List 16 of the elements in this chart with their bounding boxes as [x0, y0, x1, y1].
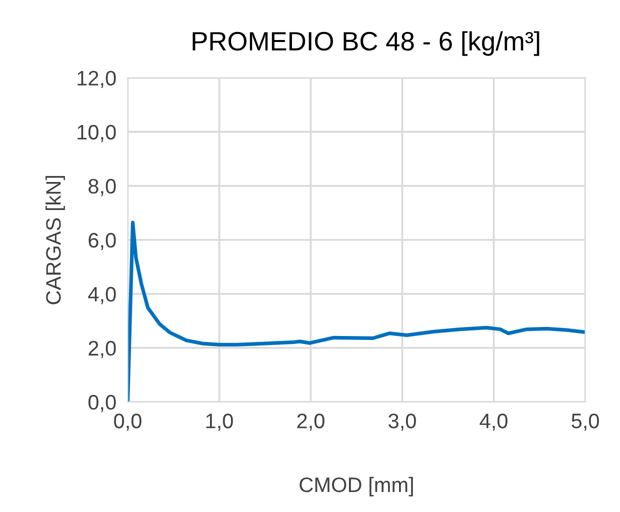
y-tick-label: 2,0 — [88, 340, 116, 358]
x-axis-title: CMOD [mm] — [300, 476, 413, 496]
chart-title: PROMEDIO BC 48 - 6 [kg/m³] — [192, 31, 540, 56]
y-axis-title: CARGAS [kN] — [46, 176, 65, 304]
x-tick-label: 1,0 — [206, 414, 233, 431]
y-tick-label: 4,0 — [88, 286, 116, 304]
y-tick-label: 8,0 — [88, 178, 116, 196]
x-tick-label: 5,0 — [572, 414, 599, 431]
y-tick-label: 12,0 — [78, 70, 116, 88]
x-tick-label: 2,0 — [297, 414, 324, 431]
x-tick-label: 3,0 — [388, 414, 416, 431]
y-tick-label: 0,0 — [88, 394, 116, 412]
x-tick-label: 0,0 — [114, 414, 142, 431]
y-tick-label: 10,0 — [78, 124, 116, 142]
x-tick-label: 4,0 — [480, 414, 508, 431]
y-tick-label: 6,0 — [88, 232, 116, 250]
